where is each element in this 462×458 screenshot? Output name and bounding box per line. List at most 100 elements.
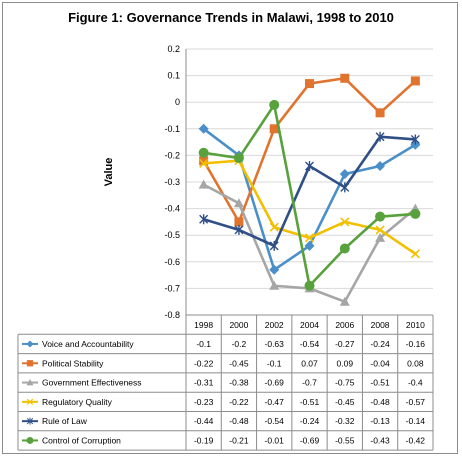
- x-tick-label: 2004: [300, 320, 319, 330]
- y-tick-label: -0.5: [164, 230, 180, 240]
- data-point: [339, 296, 350, 306]
- data-label: -0.69: [300, 435, 320, 445]
- legend-entry: Voice and Accountability: [42, 339, 134, 349]
- data-label: 0.09: [337, 358, 354, 368]
- data-label: -0.19: [194, 435, 214, 445]
- data-point: [199, 214, 209, 225]
- data-label: -0.75: [335, 378, 355, 388]
- data-point: [233, 198, 244, 208]
- data-label: -0.01: [265, 435, 285, 445]
- x-tick-label: 2006: [335, 320, 354, 330]
- data-point: [304, 233, 315, 243]
- data-point: [269, 222, 279, 232]
- data-label: -0.16: [406, 339, 426, 349]
- data-label: -0.48: [229, 416, 249, 426]
- y-tick-label: -0.3: [164, 177, 180, 187]
- data-label: -0.38: [229, 378, 249, 388]
- data-point: [199, 158, 209, 168]
- data-label: -0.13: [370, 416, 390, 426]
- x-tick-label: 2002: [265, 320, 284, 330]
- data-point: [340, 73, 350, 83]
- data-label: -0.24: [300, 416, 320, 426]
- data-point: [375, 211, 386, 222]
- y-tick-label: -0.4: [164, 204, 180, 214]
- data-point: [234, 224, 244, 235]
- data-label: -0.4: [408, 378, 423, 388]
- data-point: [375, 108, 385, 118]
- series-1: [199, 73, 420, 227]
- legend-key: [22, 417, 38, 425]
- data-label: -0.23: [194, 397, 214, 407]
- chart-title: Figure 1: Governance Trends in Malawi, 1…: [68, 10, 394, 25]
- data-label: -0.32: [335, 416, 355, 426]
- data-point: [233, 153, 244, 164]
- data-label: -0.04: [370, 358, 390, 368]
- x-tick-label: 1998: [194, 320, 213, 330]
- data-label: -0.14: [406, 416, 426, 426]
- y-tick-label: -0.6: [164, 257, 180, 267]
- y-tick-label: -0.7: [164, 283, 180, 293]
- y-tick-label: 0.1: [167, 71, 180, 81]
- legend-entry: Political Stability: [42, 358, 104, 368]
- data-label: -0.1: [267, 358, 282, 368]
- data-label: -0.45: [229, 358, 249, 368]
- data-point: [410, 134, 420, 145]
- y-tick-label: 0.2: [167, 44, 180, 54]
- y-tick-label: -0.1: [164, 124, 180, 134]
- data-label: -0.24: [370, 339, 390, 349]
- data-label: -0.42: [406, 435, 426, 445]
- data-label: -0.21: [229, 435, 249, 445]
- data-label: 0.08: [407, 358, 424, 368]
- legend-entry: Control of Corruption: [42, 435, 121, 445]
- legend-entry: Government Effectiveness: [42, 378, 142, 388]
- legend-key: [22, 398, 38, 406]
- series-line: [203, 103, 416, 288]
- data-point: [375, 232, 386, 242]
- data-point: [410, 76, 420, 86]
- data-point: [410, 208, 421, 219]
- data-point: [339, 243, 350, 254]
- data-point: [340, 182, 350, 193]
- data-point: [269, 280, 280, 290]
- data-label: 0.07: [301, 358, 318, 368]
- data-label: -0.2: [232, 339, 247, 349]
- data-point: [198, 179, 209, 189]
- data-label: -0.22: [229, 397, 249, 407]
- y-tick-label: 0: [175, 97, 180, 107]
- data-label: -0.44: [194, 416, 214, 426]
- data-label: -0.7: [302, 378, 317, 388]
- data-label: -0.31: [194, 378, 214, 388]
- x-tick-label: 2008: [371, 320, 390, 330]
- data-table: 1998 2000 2002 2004 2006 2008 2010 Voice and Ac…: [17, 314, 434, 451]
- legend-key: [22, 379, 38, 386]
- x-tick-label: 2010: [406, 320, 425, 330]
- axes: 0.2 0.1 0 -0.1 -0.2 -0.3 -0.4 -0.5 -0.6 -0.7 -0.8: [164, 44, 187, 320]
- series-lines: [198, 73, 421, 306]
- y-tick-label: -0.2: [164, 150, 180, 160]
- data-point: [269, 124, 279, 134]
- data-label: -0.22: [194, 358, 214, 368]
- series-5: [198, 99, 421, 291]
- data-point: [269, 99, 280, 110]
- data-point: [305, 161, 314, 172]
- data-point: [198, 147, 209, 158]
- data-point: [339, 169, 350, 180]
- data-point: [269, 240, 279, 251]
- data-point: [199, 156, 209, 166]
- data-label: -0.51: [300, 397, 320, 407]
- gridlines: [186, 48, 433, 316]
- data-point: [410, 249, 420, 259]
- data-point: [375, 225, 385, 235]
- data-label: -0.54: [265, 416, 285, 426]
- legend-key: [22, 436, 38, 444]
- x-tick-label: 2000: [229, 320, 248, 330]
- data-label: -0.69: [265, 378, 285, 388]
- data-label: -0.27: [335, 339, 355, 349]
- data-label: -0.1: [196, 339, 211, 349]
- data-label: -0.57: [406, 397, 426, 407]
- data-label: -0.43: [370, 435, 390, 445]
- legend-entry: Rule of Law: [42, 416, 88, 426]
- y-axis-label: Value: [103, 158, 115, 187]
- data-point: [198, 123, 209, 134]
